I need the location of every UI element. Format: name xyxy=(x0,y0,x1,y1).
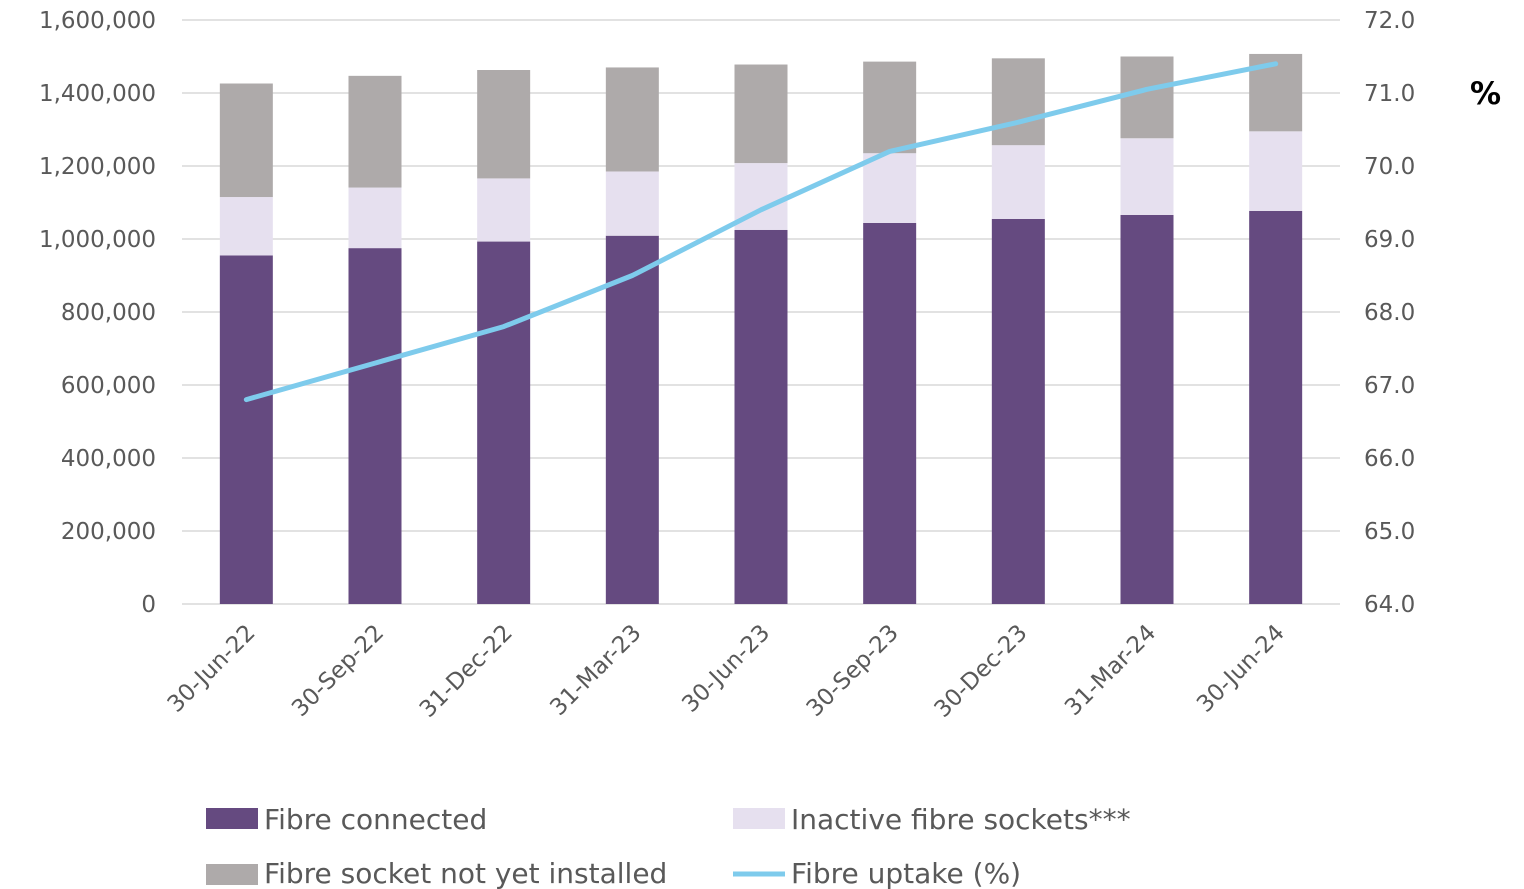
x-axis-tick-label: 30-Sep-22 xyxy=(287,620,389,722)
right-axis-ticks: 64.0 65.0 66.0 67.0 68.0 69.0 70.0 71.0 72.0 xyxy=(1364,8,1415,618)
left-axis-tick-label: 1,000,000 xyxy=(39,227,156,253)
bar-segment-fibre-socket-not-yet-installed xyxy=(1120,56,1174,139)
bar-segment-fibre-connected xyxy=(477,241,531,604)
bar-segment-fibre-socket-not-yet-installed xyxy=(348,75,402,188)
right-axis-tick-label: 66.0 xyxy=(1364,446,1415,472)
bar-segment-fibre-connected xyxy=(219,255,273,605)
bar-segment-inactive-fibre-sockets xyxy=(605,171,659,236)
right-axis-tick-label: 71.0 xyxy=(1364,81,1415,107)
bar-segment-fibre-connected xyxy=(605,235,659,604)
bar-segment-fibre-socket-not-yet-installed xyxy=(863,61,917,154)
right-axis-tick-label: 68.0 xyxy=(1364,300,1415,326)
legend-label-inactive-fibre-sockets: Inactive fibre sockets*** xyxy=(791,803,1131,836)
right-axis-tick-label: 69.0 xyxy=(1364,227,1415,253)
bar-segment-inactive-fibre-sockets xyxy=(1249,131,1303,211)
bar-segment-fibre-socket-not-yet-installed xyxy=(219,83,273,198)
x-axis-tick-label: 30-Jun-22 xyxy=(163,620,261,718)
bar-segment-fibre-connected xyxy=(1249,210,1303,604)
legend-label-fibre-socket-not-yet-installed: Fibre socket not yet installed xyxy=(264,857,667,889)
right-axis-tick-label: 70.0 xyxy=(1364,154,1415,180)
bar-segment-fibre-connected xyxy=(348,248,402,604)
right-axis-tick-label: 72.0 xyxy=(1364,8,1415,34)
x-axis-tick-label: 30-Sep-23 xyxy=(802,620,904,722)
stacked-bars xyxy=(219,53,1303,605)
bar-segment-fibre-connected xyxy=(734,229,788,604)
bar-segment-inactive-fibre-sockets xyxy=(477,178,531,242)
left-axis-tick-label: 1,400,000 xyxy=(39,81,156,107)
bar-segment-fibre-socket-not-yet-installed xyxy=(605,67,659,172)
right-axis-tick-label: 65.0 xyxy=(1364,519,1415,545)
right-axis-unit-label: % xyxy=(1470,76,1501,112)
left-axis-ticks: 0 200,000 400,000 600,000 800,000 1,000,000 1,… xyxy=(39,8,156,618)
bar-segment-fibre-connected xyxy=(863,222,917,604)
x-axis-tick-label: 30-Dec-23 xyxy=(930,620,1033,723)
bar-segment-fibre-connected xyxy=(991,218,1045,605)
left-axis-tick-label: 400,000 xyxy=(61,446,156,472)
left-axis-tick-label: 1,200,000 xyxy=(39,154,156,180)
legend-item-inactive-fibre-sockets: Inactive fibre sockets*** xyxy=(733,803,1131,836)
bar-segment-inactive-fibre-sockets xyxy=(348,187,402,249)
bar-segment-fibre-socket-not-yet-installed xyxy=(734,64,788,164)
right-axis-tick-label: 64.0 xyxy=(1364,592,1415,618)
right-axis-tick-label: 67.0 xyxy=(1364,373,1415,399)
bar-segment-inactive-fibre-sockets xyxy=(219,197,273,256)
legend-item-fibre-connected: Fibre connected xyxy=(206,803,487,836)
left-axis-tick-label: 800,000 xyxy=(61,300,156,326)
legend-item-fibre-uptake: Fibre uptake (%) xyxy=(733,857,1021,889)
x-axis-tick-label: 31-Mar-23 xyxy=(545,620,646,721)
legend-swatch-fibre-connected xyxy=(206,808,258,829)
legend-swatch-fibre-socket-not-yet-installed xyxy=(206,864,258,885)
legend-item-fibre-socket-not-yet-installed: Fibre socket not yet installed xyxy=(206,857,667,889)
left-axis-tick-label: 1,600,000 xyxy=(39,8,156,34)
left-axis-tick-label: 600,000 xyxy=(61,373,156,399)
x-axis-tick-label: 31-Dec-22 xyxy=(415,620,518,723)
left-axis-tick-label: 0 xyxy=(141,592,156,618)
left-axis-tick-label: 200,000 xyxy=(61,519,156,545)
legend-label-fibre-uptake: Fibre uptake (%) xyxy=(791,857,1021,889)
bar-segment-fibre-connected xyxy=(1120,214,1174,604)
x-axis-tick-label: 30-Jun-23 xyxy=(677,620,775,718)
bar-segment-fibre-socket-not-yet-installed xyxy=(477,70,531,179)
bar-segment-inactive-fibre-sockets xyxy=(863,153,917,223)
legend: Fibre connected Inactive fibre sockets**… xyxy=(206,803,1131,889)
x-axis-tick-label: 31-Mar-24 xyxy=(1060,620,1161,721)
legend-swatch-inactive-fibre-sockets xyxy=(733,808,785,829)
x-axis-tick-label: 30-Jun-24 xyxy=(1192,620,1290,718)
bar-segment-fibre-socket-not-yet-installed xyxy=(991,58,1045,146)
bar-segment-inactive-fibre-sockets xyxy=(1120,138,1174,215)
bar-segment-inactive-fibre-sockets xyxy=(991,145,1045,219)
x-axis-ticks: 30-Jun-22 30-Sep-22 31-Dec-22 31-Mar-23 30-J… xyxy=(163,620,1290,723)
uptake-line-layer xyxy=(243,61,1279,403)
legend-label-fibre-connected: Fibre connected xyxy=(264,803,487,836)
